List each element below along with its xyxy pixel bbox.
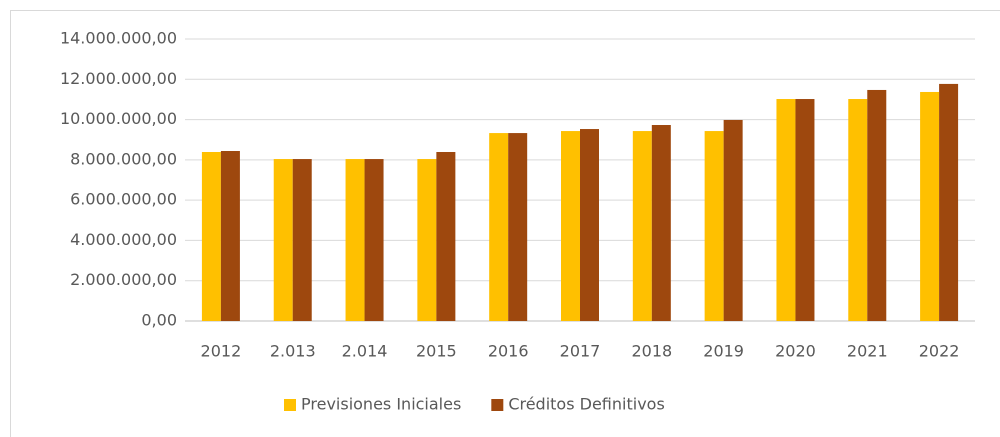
x-tick-label: 2016 — [488, 342, 529, 361]
x-tick-label: 2022 — [919, 342, 960, 361]
x-tick-label: 2021 — [847, 342, 888, 361]
bar — [345, 159, 365, 321]
bar — [220, 150, 240, 321]
bar — [364, 159, 384, 321]
x-tick-label: 2019 — [703, 342, 744, 361]
x-tick-label: 2015 — [416, 342, 457, 361]
x-tick-label: 2.014 — [342, 342, 388, 361]
y-tick-label: 8.000.000,00 — [70, 149, 177, 168]
bar — [723, 119, 743, 321]
x-tick-label: 2017 — [560, 342, 601, 361]
x-tick-label: 2020 — [775, 342, 816, 361]
bar — [939, 83, 959, 321]
bar — [201, 152, 221, 321]
x-tick-label: 2.013 — [270, 342, 316, 361]
legend-swatch — [284, 399, 296, 411]
legend-swatch — [491, 399, 504, 411]
bar — [417, 159, 437, 321]
bar — [632, 131, 652, 321]
legend-label: Previsiones Iniciales — [301, 395, 461, 414]
bar — [508, 133, 528, 321]
bar — [273, 159, 293, 321]
bar — [795, 99, 815, 321]
bar — [436, 152, 456, 321]
bar — [489, 133, 509, 321]
y-tick-label: 12.000.000,00 — [60, 69, 177, 88]
y-tick-label: 10.000.000,00 — [60, 109, 177, 128]
bar — [848, 99, 868, 321]
y-tick-label: 0,00 — [141, 311, 177, 330]
legend-label: Créditos Definitivos — [508, 395, 664, 414]
y-tick-label: 6.000.000,00 — [70, 190, 177, 209]
x-tick-label: 2012 — [201, 342, 242, 361]
y-tick-label: 14.000.000,00 — [60, 29, 177, 48]
y-tick-label: 4.000.000,00 — [70, 230, 177, 249]
bar — [867, 89, 887, 321]
bar — [561, 131, 580, 321]
chart-border — [10, 10, 1000, 437]
bar — [920, 91, 940, 322]
bar — [651, 125, 671, 321]
x-tick-label: 2018 — [631, 342, 672, 361]
bar — [292, 159, 312, 321]
bar — [580, 129, 599, 321]
bar — [704, 131, 724, 321]
bar — [776, 99, 796, 321]
y-tick-label: 2.000.000,00 — [70, 270, 177, 289]
